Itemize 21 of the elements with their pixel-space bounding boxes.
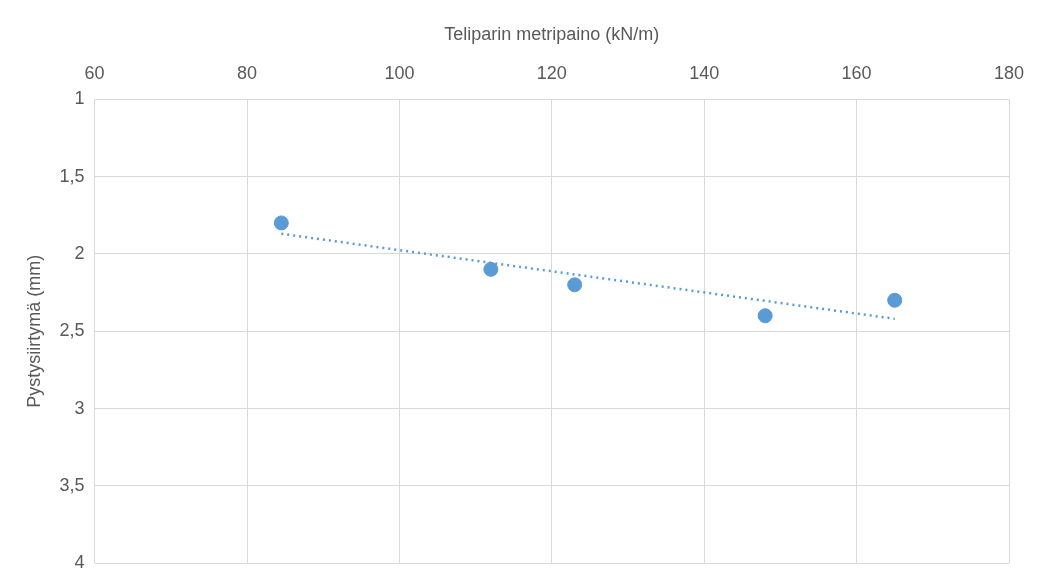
point xyxy=(757,308,773,324)
y-tick-label: 2,5 xyxy=(59,320,85,341)
x-tick-label: 100 xyxy=(384,63,415,84)
x-tick-label: 120 xyxy=(536,63,567,84)
point xyxy=(483,261,499,277)
y-tick-label: 3 xyxy=(74,397,85,418)
x-tick-label: 140 xyxy=(689,63,720,84)
x-tick-label: 80 xyxy=(237,63,258,84)
y-tick-label: 4 xyxy=(74,552,85,573)
y-tick-label: 3,5 xyxy=(59,474,85,495)
x-tick-label: 60 xyxy=(84,63,105,84)
y-tick-label: 1 xyxy=(74,88,85,109)
x-tick-label: 160 xyxy=(841,63,872,84)
x-axis-title: Teliparin metripaino (kN/m) xyxy=(444,23,660,44)
y-axis-title: Pystysiirtymä (mm) xyxy=(23,254,44,408)
x-tick-label: 180 xyxy=(993,63,1025,84)
point xyxy=(567,277,583,293)
y-tick-label: 2 xyxy=(74,242,85,263)
point xyxy=(273,215,289,231)
point xyxy=(887,292,903,308)
y-tick-label: 1,5 xyxy=(59,165,85,186)
